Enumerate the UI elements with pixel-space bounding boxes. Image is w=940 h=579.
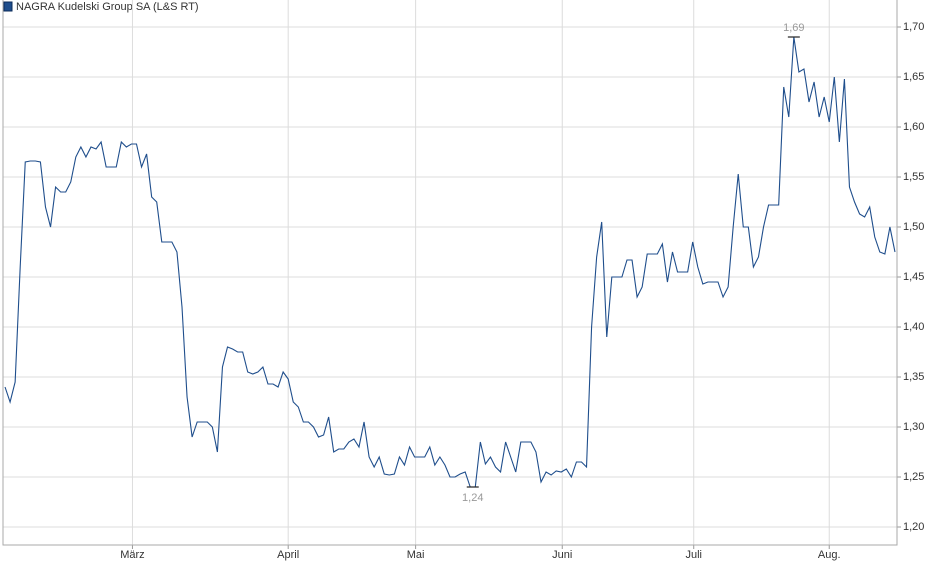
y-tick-label: 1,45 (903, 271, 924, 283)
x-tick-label: Juni (552, 549, 572, 561)
y-tick-label: 1,50 (903, 221, 924, 233)
y-tick-label: 1,55 (903, 171, 924, 183)
y-tick-label: 1,70 (903, 21, 924, 33)
y-tick-label: 1,60 (903, 121, 924, 133)
x-tick-label: März (120, 549, 144, 561)
extreme-label: 1,24 (462, 492, 483, 504)
x-tick-label: Juli (685, 549, 702, 561)
x-tick-label: Aug. (818, 549, 841, 561)
y-tick-label: 1,20 (903, 521, 924, 533)
plot-frame (2, 0, 898, 546)
y-tick-label: 1,65 (903, 71, 924, 83)
legend-swatch (3, 1, 13, 12)
y-tick-label: 1,40 (903, 321, 924, 333)
extreme-label: 1,69 (783, 22, 804, 34)
chart-title: NAGRA Kudelski Group SA (L&S RT) (16, 1, 199, 13)
price-line (4, 36, 896, 488)
y-tick-label: 1,30 (903, 421, 924, 433)
y-tick-label: 1,35 (903, 371, 924, 383)
x-tick-label: Mai (407, 549, 425, 561)
y-tick-label: 1,25 (903, 471, 924, 483)
x-tick-label: April (277, 549, 299, 561)
